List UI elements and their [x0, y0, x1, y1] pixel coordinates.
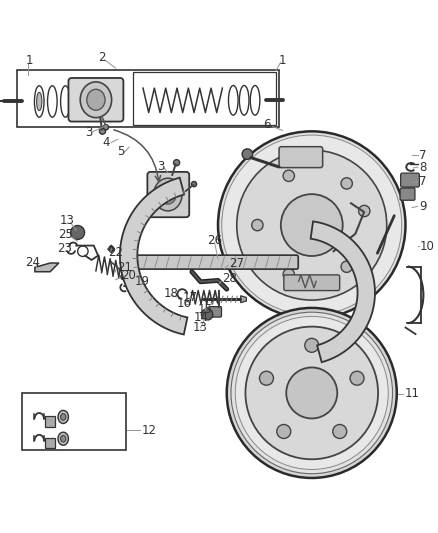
- Ellipse shape: [250, 85, 260, 115]
- Text: 12: 12: [142, 424, 157, 437]
- Bar: [45, 416, 54, 426]
- Circle shape: [121, 274, 126, 280]
- FancyBboxPatch shape: [284, 275, 339, 290]
- Bar: [133, 72, 276, 125]
- Circle shape: [333, 424, 347, 439]
- Circle shape: [231, 312, 392, 474]
- Circle shape: [341, 261, 353, 272]
- Circle shape: [305, 338, 319, 352]
- Text: 14: 14: [194, 311, 209, 325]
- Circle shape: [222, 135, 402, 315]
- Bar: [22, 393, 127, 450]
- Circle shape: [191, 181, 197, 187]
- Circle shape: [281, 194, 343, 256]
- Text: 24: 24: [25, 256, 40, 269]
- Text: 4: 4: [102, 136, 110, 149]
- Text: 21: 21: [117, 261, 132, 274]
- Text: 3: 3: [85, 126, 92, 139]
- Ellipse shape: [240, 85, 249, 115]
- Text: 2: 2: [98, 51, 106, 64]
- Text: 1: 1: [26, 54, 34, 67]
- Ellipse shape: [58, 410, 68, 424]
- Text: 1: 1: [278, 54, 286, 67]
- Circle shape: [359, 205, 370, 217]
- Circle shape: [259, 372, 273, 385]
- Circle shape: [286, 367, 337, 418]
- Polygon shape: [35, 263, 59, 272]
- Ellipse shape: [229, 85, 238, 115]
- Text: 10: 10: [420, 239, 434, 253]
- Text: 26: 26: [207, 234, 222, 247]
- Bar: [18, 70, 279, 127]
- Text: 18: 18: [164, 287, 179, 300]
- Ellipse shape: [154, 178, 182, 211]
- FancyBboxPatch shape: [279, 147, 323, 167]
- Circle shape: [245, 327, 378, 459]
- Text: 22: 22: [108, 246, 123, 259]
- Text: 15: 15: [198, 303, 212, 316]
- Circle shape: [341, 178, 353, 189]
- Text: 8: 8: [420, 160, 427, 174]
- Circle shape: [173, 160, 180, 166]
- Text: 27: 27: [229, 256, 244, 270]
- Circle shape: [283, 269, 294, 280]
- Text: 11: 11: [405, 387, 420, 400]
- Text: 6: 6: [263, 118, 271, 131]
- Text: 3: 3: [157, 160, 164, 173]
- FancyBboxPatch shape: [134, 255, 298, 269]
- FancyBboxPatch shape: [401, 173, 419, 187]
- Circle shape: [109, 246, 113, 251]
- Polygon shape: [241, 296, 246, 303]
- Text: 28: 28: [223, 272, 237, 285]
- Ellipse shape: [60, 414, 66, 420]
- Text: 13: 13: [59, 214, 74, 227]
- Ellipse shape: [35, 86, 44, 117]
- Circle shape: [201, 309, 213, 320]
- Ellipse shape: [60, 435, 66, 442]
- Ellipse shape: [48, 86, 57, 117]
- Circle shape: [252, 220, 263, 231]
- Text: 20: 20: [121, 269, 136, 282]
- Circle shape: [277, 424, 291, 439]
- FancyBboxPatch shape: [208, 306, 222, 317]
- Circle shape: [71, 225, 85, 239]
- Ellipse shape: [87, 90, 105, 110]
- Ellipse shape: [80, 82, 112, 118]
- Circle shape: [242, 149, 253, 159]
- FancyBboxPatch shape: [68, 78, 124, 122]
- Text: 25: 25: [58, 228, 73, 241]
- Circle shape: [227, 308, 397, 478]
- FancyBboxPatch shape: [147, 172, 189, 217]
- Ellipse shape: [159, 185, 176, 204]
- Circle shape: [235, 317, 388, 470]
- Circle shape: [283, 170, 294, 181]
- Text: 9: 9: [420, 200, 427, 213]
- Text: 23: 23: [57, 241, 72, 255]
- Circle shape: [350, 372, 364, 385]
- Polygon shape: [311, 221, 375, 362]
- Ellipse shape: [58, 432, 68, 445]
- Circle shape: [103, 125, 109, 130]
- Ellipse shape: [37, 92, 42, 111]
- Ellipse shape: [60, 86, 70, 117]
- Circle shape: [218, 131, 406, 319]
- Circle shape: [99, 128, 106, 134]
- Polygon shape: [120, 177, 187, 335]
- Text: 13: 13: [193, 321, 208, 334]
- Text: 17: 17: [182, 290, 197, 303]
- Text: 5: 5: [117, 146, 124, 158]
- Circle shape: [78, 246, 88, 256]
- Text: 19: 19: [134, 275, 149, 288]
- Bar: [45, 438, 54, 448]
- Circle shape: [237, 150, 387, 300]
- Text: 7: 7: [420, 175, 427, 188]
- FancyBboxPatch shape: [400, 188, 415, 200]
- Text: 7: 7: [420, 149, 427, 162]
- Text: 16: 16: [177, 297, 192, 310]
